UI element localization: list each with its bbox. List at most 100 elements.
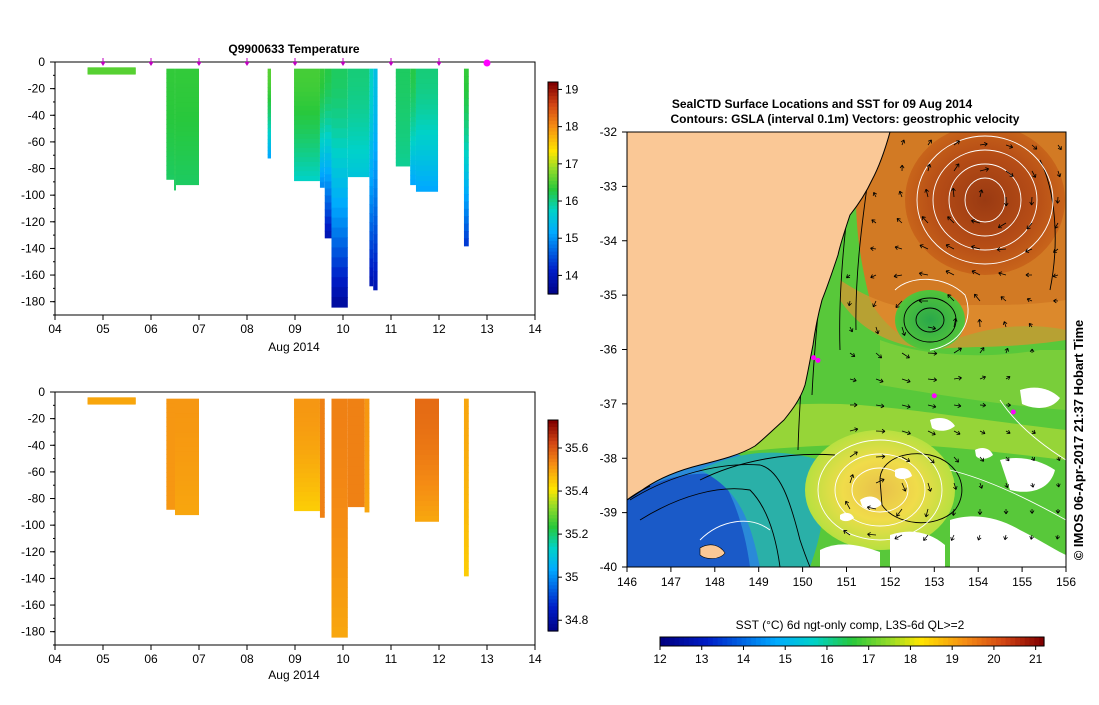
cast-cell	[166, 110, 175, 116]
cast-cell	[463, 487, 469, 496]
velocity-arrow	[927, 351, 938, 356]
cast-cell	[294, 87, 320, 93]
cast-cell	[319, 83, 325, 90]
cast-cell	[410, 87, 416, 94]
sst-colorbar-segment	[832, 637, 839, 646]
cast-cell	[267, 120, 271, 126]
profile-marker	[340, 62, 346, 66]
sst-colorbar-tick-label: 16	[820, 652, 834, 666]
velocity-arrow	[896, 508, 903, 517]
cast-profile	[373, 68, 378, 291]
cast-cell	[415, 475, 439, 481]
cast-cell	[294, 412, 320, 418]
velocity-arrow	[1030, 482, 1035, 488]
sst-colorbar-segment	[962, 637, 968, 646]
sst-colorbar-segment	[914, 637, 920, 646]
cast-cell	[324, 139, 332, 147]
cast-cell	[319, 182, 325, 188]
sst-colorbar-segment	[900, 637, 906, 646]
seal-position	[1010, 409, 1016, 415]
cast-cell	[174, 184, 176, 191]
velocity-arrow	[979, 430, 986, 435]
cast-cell	[166, 481, 175, 487]
colorbar-segment	[548, 451, 558, 456]
cast-cell	[166, 87, 175, 93]
temperature-casts	[87, 67, 469, 308]
cast-cell	[415, 413, 439, 420]
velocity-arrow	[997, 222, 1007, 229]
cast-cell	[324, 82, 332, 91]
colorbar-segment	[548, 472, 558, 477]
cast-cell	[410, 136, 416, 142]
cast-cell	[415, 94, 439, 100]
cast-cell	[166, 96, 175, 102]
cast-cell	[175, 68, 199, 75]
cast-cell	[463, 435, 469, 444]
colorbar-tick-label: 19	[565, 82, 579, 96]
cast-cell	[319, 88, 325, 94]
colorbar-segment	[548, 529, 558, 534]
cast-cell	[319, 497, 325, 503]
velocity-arrow	[945, 244, 955, 250]
profile-marker	[244, 62, 250, 66]
cast-cell	[463, 127, 469, 136]
cast-cell	[324, 188, 332, 197]
cast-cell	[166, 407, 175, 414]
colorbar-segment	[548, 89, 558, 94]
cast-cell	[166, 174, 175, 180]
cast-cell	[175, 92, 199, 99]
sst-colorbar-segment	[751, 637, 757, 646]
cast-cell	[395, 161, 411, 167]
cast-cell	[415, 160, 439, 167]
cast-cell	[166, 165, 175, 171]
sst-colorbar-segment	[933, 637, 939, 646]
colorbar-segment	[548, 106, 558, 111]
cast-cell	[166, 73, 175, 79]
velocity-arrow	[894, 245, 903, 250]
cast-cell	[395, 141, 411, 147]
velocity-arrow	[953, 347, 962, 354]
colorbar-segment	[548, 202, 558, 207]
cast-profile	[87, 397, 136, 405]
temperature-panel: Q9900633 Temperature 04 05 06 07 08 09 10 11 12 1…	[21, 42, 579, 354]
cast-cell	[415, 83, 439, 90]
cast-cell	[175, 107, 199, 113]
colorbar-tick-label: 35	[565, 570, 579, 584]
cast-cell	[347, 145, 370, 151]
green-water	[880, 340, 1066, 410]
cast-cell	[463, 568, 469, 577]
cast-profile	[369, 68, 374, 287]
map-y-tick-label: -39	[600, 506, 618, 520]
cast-cell	[319, 477, 325, 484]
velocity-arrow	[1029, 196, 1035, 206]
cast-cell	[166, 403, 175, 409]
sst-colorbar-segment	[880, 637, 887, 646]
sst-colorbar-segment	[856, 637, 863, 646]
cast-cell	[174, 139, 176, 145]
cast-cell	[319, 73, 325, 80]
cast-cell	[347, 434, 365, 440]
colorbar-segment	[548, 226, 558, 231]
cast-cell	[347, 493, 365, 499]
cast-cell	[294, 124, 320, 130]
cold-water-south	[627, 473, 750, 567]
cast-cell	[175, 116, 199, 123]
sst-colorbar-tick-label: 21	[1029, 652, 1043, 666]
cast-cell	[347, 452, 365, 458]
cast-cell	[324, 167, 332, 175]
velocity-arrow	[918, 298, 929, 304]
sst-colorbar-tick-label: 19	[945, 652, 959, 666]
colorbar-segment	[548, 212, 558, 217]
cast-cell	[294, 487, 320, 493]
cast-cell	[395, 101, 411, 106]
cast-cell	[395, 121, 411, 126]
colorbar-segment	[548, 159, 558, 164]
velocity-arrow	[945, 270, 955, 276]
x-tick-label: 13	[480, 322, 494, 336]
cast-cell	[410, 92, 416, 99]
velocity-arrow	[875, 428, 886, 434]
cast-cell	[294, 440, 320, 446]
colorbar-segment	[548, 606, 558, 611]
cast-cell	[395, 113, 411, 118]
colorbar-segment	[548, 437, 558, 442]
